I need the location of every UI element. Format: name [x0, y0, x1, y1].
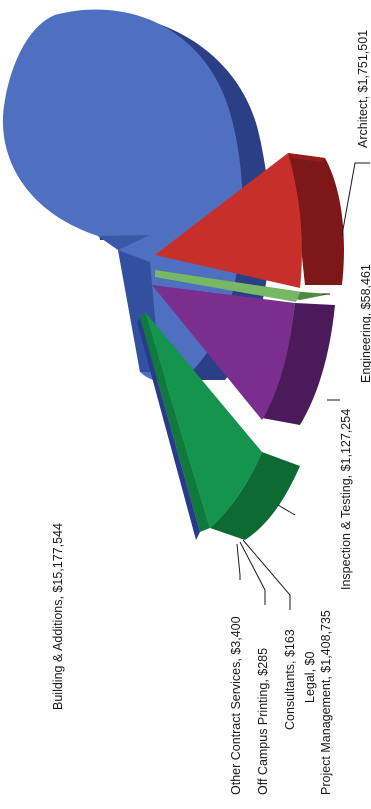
label-engineering: Engineering, $58,461: [359, 264, 371, 383]
slice-other-contract-services: [137, 318, 200, 540]
label-other-contract-services: Other Contract Services, $3,400: [229, 616, 243, 795]
slice-project-management: [140, 312, 300, 540]
leader-other-contract: [236, 543, 241, 580]
label-building-additions: Building & Additions, $15,177,544: [51, 523, 65, 710]
label-off-campus-printing: Off Campus Printing, $285: [256, 648, 270, 795]
leader-project-management: [277, 504, 296, 516]
leader-architect: [341, 162, 370, 236]
slice-engineering: [155, 270, 330, 302]
label-legal: Legal, $0: [303, 652, 317, 703]
label-inspection-testing: Inspection & Testing, $1,127,254: [339, 409, 353, 590]
label-project-management: Project Management, $1,408,735: [319, 610, 333, 795]
leader-lines: [236, 162, 370, 610]
slice-labels: Building & Additions, $15,177,544 Archit…: [51, 30, 371, 795]
leader-consultants: [242, 539, 291, 610]
label-consultants: Consultants, $163: [283, 629, 297, 730]
leader-offcampus: [239, 541, 266, 605]
slice-inspection-testing: [152, 285, 335, 425]
label-architect: Architect, $1,751,501: [356, 30, 370, 148]
slice-architect: [155, 153, 345, 288]
